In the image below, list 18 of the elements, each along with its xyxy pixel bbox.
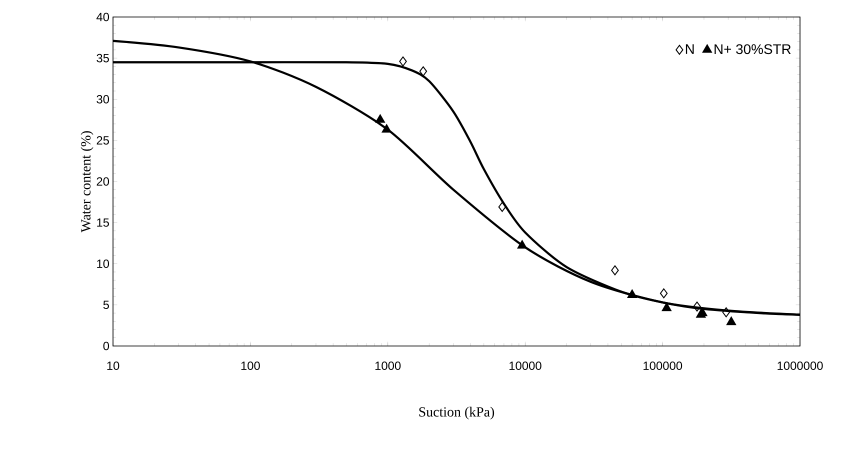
y-tick-label: 25: [96, 136, 109, 145]
x-tick-label: 1000000: [778, 362, 823, 370]
y-tick-label: 20: [96, 177, 110, 186]
y-tick-label: 5: [103, 300, 109, 310]
legend-label: N: [686, 44, 694, 54]
y-tick-label: 10: [97, 260, 110, 268]
legend-label: N+ 30%STR: [714, 44, 791, 54]
y-tick-label: 40: [96, 12, 110, 22]
x-tick-label: 100000: [644, 362, 682, 370]
x-tick-label: 10000: [509, 362, 542, 370]
y-tick-label: 15: [97, 218, 109, 227]
y-tick-label: 0: [103, 342, 110, 350]
y-tick-label: 30: [96, 95, 110, 104]
x-tick-label: 100: [241, 362, 260, 370]
x-axis-title: Suction (kPa): [419, 406, 494, 420]
y-tick-label: 35: [96, 54, 109, 62]
y-axis-title: Water content (%): [80, 131, 94, 232]
x-tick-label: 1000: [375, 362, 401, 370]
